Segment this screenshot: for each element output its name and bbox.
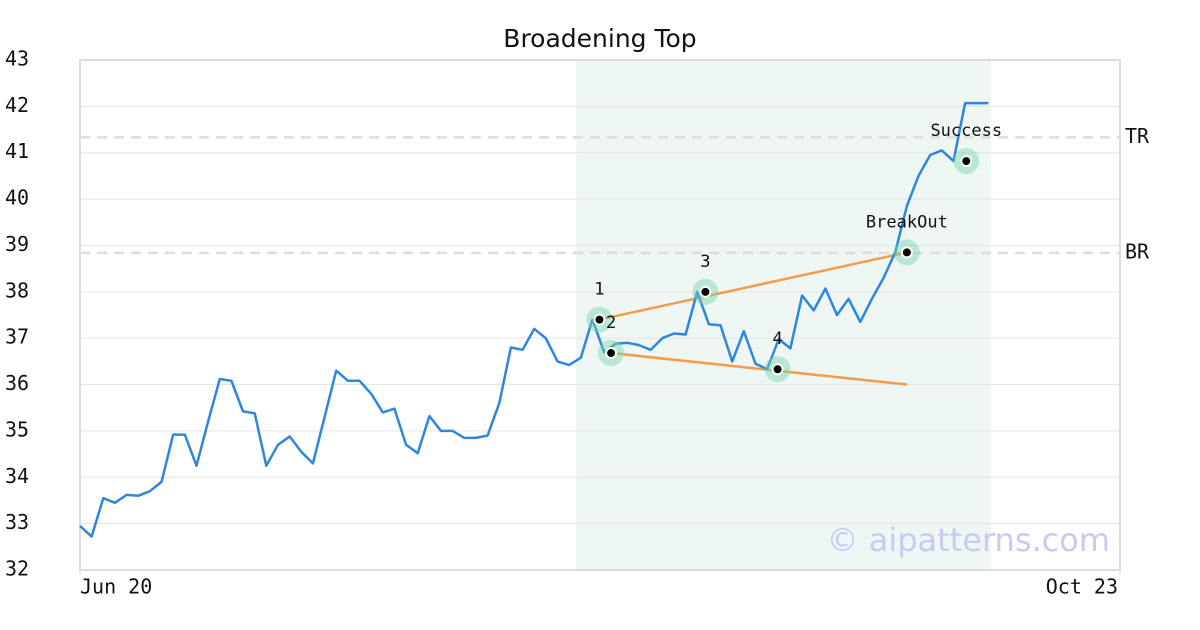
y-tick-label: 33 (5, 510, 29, 534)
y-tick-label: 40 (5, 186, 29, 210)
y-tick-label: 37 (5, 325, 29, 349)
plot-border (79, 59, 1121, 571)
watermark: © aipatterns.com (827, 521, 1110, 559)
level-label: BR (1125, 239, 1150, 263)
y-tick-label: 34 (5, 464, 29, 488)
pattern-point (900, 246, 913, 259)
x-tick-label: Oct 23 (1046, 575, 1118, 599)
pattern-label: BreakOut (866, 212, 948, 232)
pattern-region (576, 60, 991, 570)
pattern-label: 1 (594, 280, 604, 300)
pattern-point (960, 155, 973, 168)
x-tick-label: Jun 20 (80, 575, 152, 599)
level-label: TR (1125, 124, 1150, 148)
y-tick-label: 43 (5, 47, 29, 71)
trendline (610, 351, 908, 386)
pattern-point (699, 285, 712, 298)
chart-title: Broadening Top (503, 24, 696, 53)
pattern-label: 2 (606, 313, 616, 333)
y-tick-label: 42 (5, 93, 29, 117)
pattern-point (771, 363, 784, 376)
y-tick-label: 41 (5, 139, 29, 163)
pattern-point (593, 313, 606, 326)
y-tick-label: 36 (5, 371, 29, 395)
y-tick-label: 38 (5, 278, 29, 302)
price-line (79, 101, 989, 538)
y-tick-label: 32 (5, 557, 29, 581)
y-tick-label: 35 (5, 417, 29, 441)
trendline (599, 251, 908, 321)
pattern-label: Success (930, 121, 1002, 141)
pattern-label: 3 (700, 252, 710, 272)
y-tick-label: 39 (5, 232, 29, 256)
pattern-label: 4 (772, 329, 782, 349)
pattern-point (605, 347, 618, 360)
